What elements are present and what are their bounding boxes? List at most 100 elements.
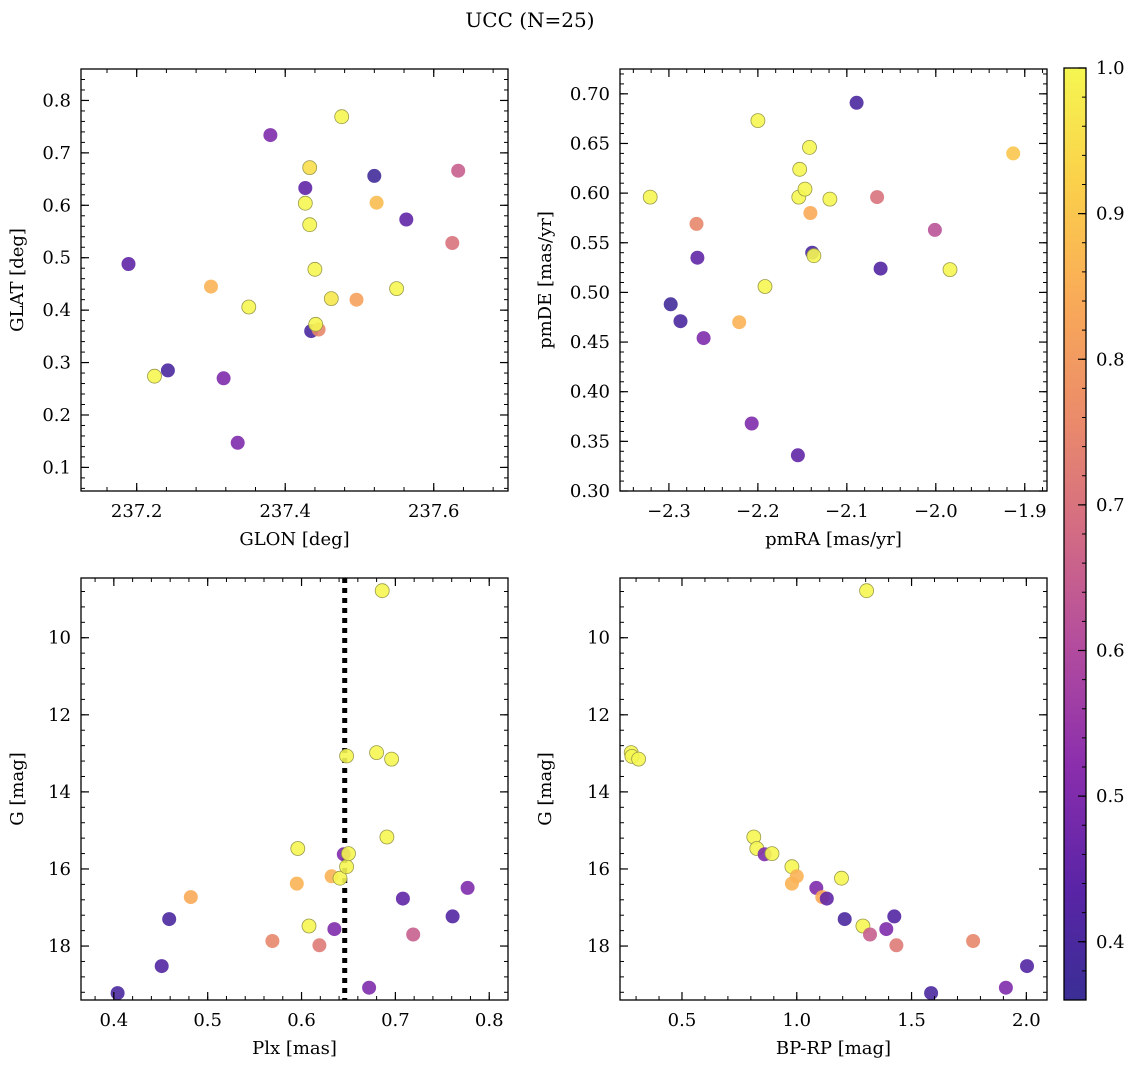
data-point: [332, 870, 348, 886]
y-tick-label: 0.45: [570, 332, 610, 353]
data-point: [204, 279, 218, 294]
data-point: [663, 297, 678, 312]
data-point: [1020, 959, 1034, 974]
data-point: [445, 909, 460, 924]
colorbar-tick-label: 0.6: [1096, 641, 1125, 662]
data-point: [822, 191, 838, 207]
y-tick-label: 0.65: [570, 133, 610, 154]
x-axis-label: BP-RP [mag]: [776, 1038, 891, 1059]
data-point: [924, 986, 939, 1001]
data-point: [631, 751, 646, 767]
y-tick-label: 0.3: [42, 353, 71, 374]
data-point: [803, 206, 818, 220]
data-point: [327, 922, 342, 937]
data-point: [849, 95, 864, 110]
data-point: [797, 181, 813, 197]
data-point: [399, 212, 414, 227]
axes-frame: [80, 577, 509, 1001]
x-tick-label: 0.7: [381, 1010, 410, 1031]
colorbar: 0.4 0.5 0.6 0.7 0.8 0.9 1.0: [1063, 58, 1125, 1001]
data-point: [297, 195, 313, 211]
data-point: [792, 161, 808, 177]
y-tick-label: 0.30: [570, 481, 610, 502]
y-tick-label: 14: [48, 782, 71, 803]
data-point: [790, 448, 805, 463]
data-point: [183, 890, 198, 905]
data-point: [859, 583, 874, 599]
y-axis-label: G [mag]: [535, 752, 556, 825]
data-point: [673, 314, 688, 329]
data-point: [696, 331, 711, 346]
data-point: [362, 980, 377, 995]
colorbar-tick-label: 1.0: [1096, 58, 1125, 79]
data-point: [406, 927, 421, 942]
panel-4: 0.5 1.0 1.5 2.0 10 12 14 16 18 BP-RP [mag] G [mag]: [535, 577, 1048, 1059]
data-point: [879, 922, 894, 937]
y-tick-label: 16: [587, 859, 610, 880]
y-tick-label: 0.6: [42, 195, 71, 216]
axes-frame: [80, 68, 509, 492]
y-axis-label: GLAT [deg]: [7, 228, 28, 332]
y-tick-label: 0.40: [570, 382, 610, 403]
data-point: [374, 583, 390, 599]
data-point: [341, 846, 356, 861]
y-tick-label: 0.7: [42, 143, 71, 164]
data-point: [395, 891, 410, 906]
panel-1: 237.2 237.4 237.6 0.1 0.2 0.3 0.4 0.5 0.6 0.7 0.8 G…: [7, 68, 509, 550]
data-point: [819, 891, 834, 906]
x-tick-label: 237.4: [259, 501, 311, 522]
data-point: [998, 980, 1013, 995]
data-point: [323, 291, 339, 307]
data-point: [757, 279, 773, 294]
y-tick-label: 0.5: [42, 248, 71, 269]
data-point: [230, 435, 245, 450]
data-point: [308, 316, 324, 332]
x-tick-label: 2.0: [1012, 1010, 1041, 1031]
x-axis-label: pmRA [mas/yr]: [765, 529, 902, 550]
colorbar-tick-label: 0.4: [1096, 932, 1125, 953]
data-point: [154, 959, 169, 974]
data-point: [889, 938, 904, 953]
data-point: [764, 846, 780, 861]
data-point: [369, 745, 385, 760]
x-tick-label: −1.9: [1003, 501, 1047, 522]
x-tick-label: 0.5: [193, 1010, 222, 1031]
data-point: [289, 876, 304, 891]
colorbar-tick-label: 0.9: [1096, 204, 1125, 225]
data-point: [339, 859, 355, 875]
x-tick-label: 0.6: [287, 1010, 316, 1031]
data-point: [966, 934, 981, 948]
panel-3: 0.4 0.5 0.6 0.7 0.8 10 12 14 16 18 Plx [mas] G [mag…: [7, 577, 509, 1059]
y-tick-label: 16: [48, 859, 71, 880]
y-tick-label: 12: [587, 705, 610, 726]
axes-frame: [619, 68, 1048, 492]
x-tick-label: 0.8: [475, 1010, 504, 1031]
panel-2: −2.3 −2.2 −2.1 −2.0 −1.9 0.30 0.35 0.40 0.45 0.50…: [535, 68, 1048, 550]
data-point: [121, 257, 136, 271]
x-tick-label: 0.4: [100, 1010, 129, 1031]
data-point: [216, 371, 231, 386]
data-point: [147, 368, 162, 384]
data-point: [863, 927, 877, 942]
data-point: [367, 168, 382, 183]
y-tick-label: 12: [48, 705, 71, 726]
data-point: [642, 189, 658, 205]
figure-title: UCC (N=25): [465, 8, 594, 32]
data-point: [307, 261, 323, 277]
data-point: [389, 281, 405, 297]
data-point: [379, 829, 395, 845]
x-tick-label: 237.2: [111, 501, 163, 522]
data-point: [160, 363, 175, 378]
y-axis-label: pmDE [mas/yr]: [535, 211, 556, 349]
x-tick-label: 1.0: [782, 1010, 811, 1031]
y-tick-label: 0.70: [570, 84, 610, 105]
x-tick-label: 0.5: [668, 1010, 697, 1031]
data-point: [451, 163, 466, 178]
y-tick-label: 0.55: [570, 233, 610, 254]
data-point: [689, 216, 704, 231]
y-tick-label: 10: [587, 628, 610, 649]
data-point: [873, 261, 888, 276]
x-tick-label: 237.6: [408, 501, 460, 522]
data-point: [806, 248, 822, 264]
